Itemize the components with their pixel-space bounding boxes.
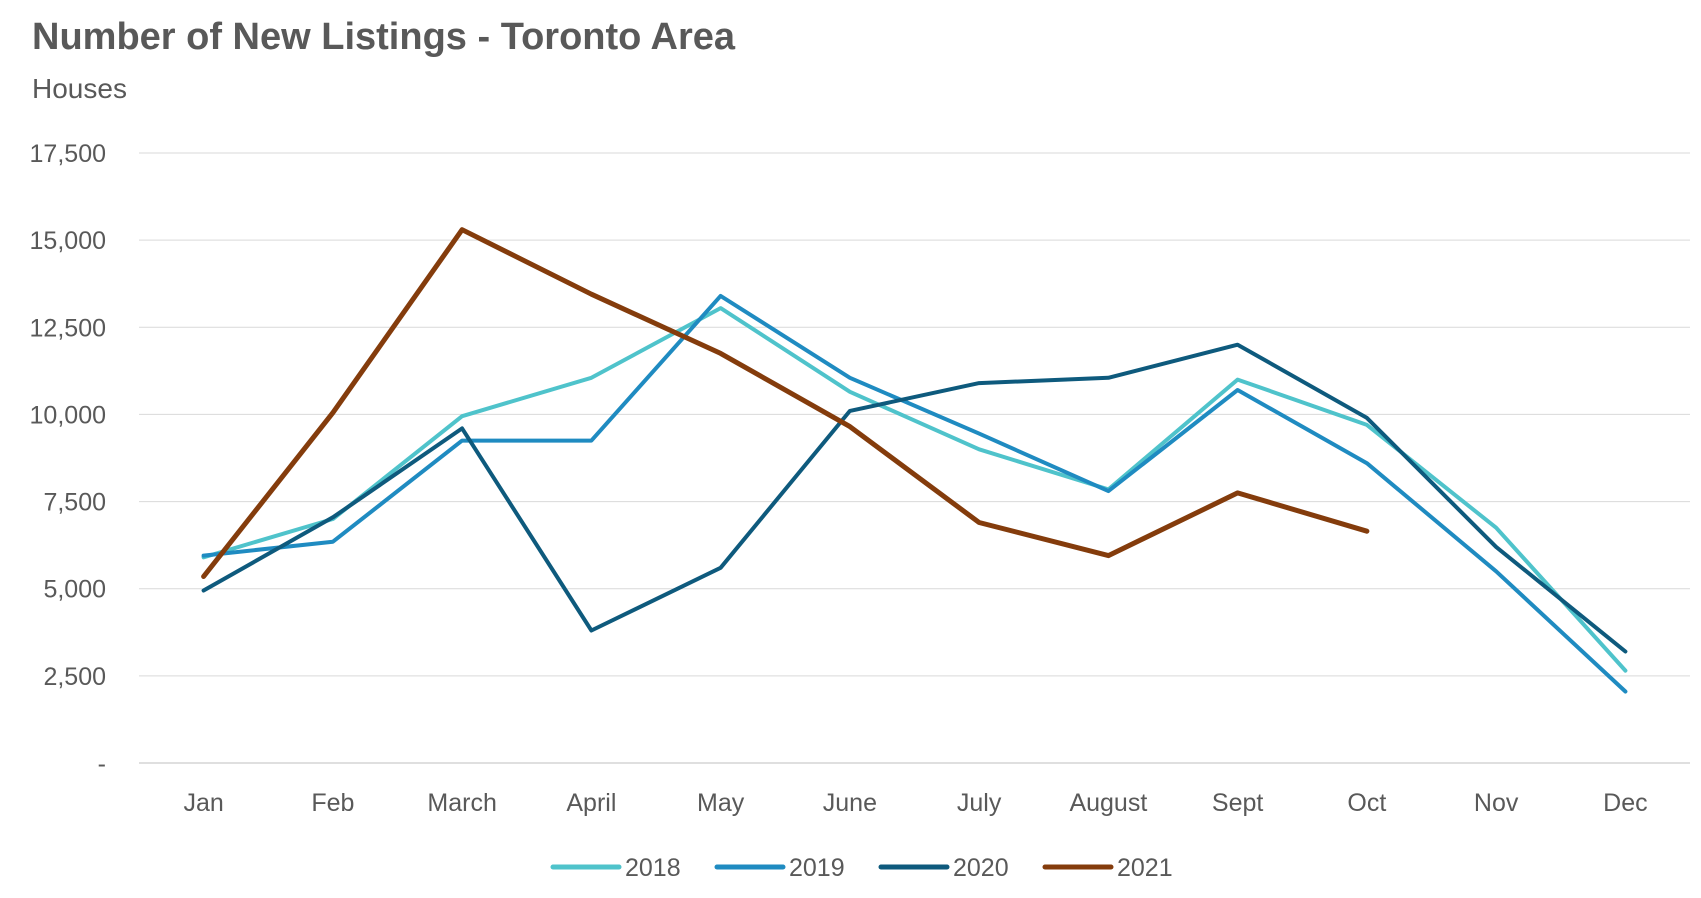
x-tick-label: Jan	[183, 789, 223, 817]
y-tick-label: 10,000	[30, 401, 106, 429]
series-line-2021	[201, 227, 1370, 579]
x-tick-label: July	[957, 789, 1002, 817]
legend-label: 2020	[953, 854, 1009, 882]
y-tick-label: 2,500	[43, 663, 106, 691]
y-tick-label: 5,000	[43, 576, 106, 604]
x-tick-label: Nov	[1474, 789, 1519, 817]
series-line-2020	[201, 342, 1628, 654]
y-tick-label: 17,500	[30, 140, 106, 168]
gridlines	[139, 152, 1690, 764]
x-tick-label: June	[823, 789, 877, 817]
x-tick-label: April	[566, 789, 616, 817]
legend: 2018 2019 2020 2021	[550, 854, 1173, 882]
legend-label: 2019	[789, 854, 845, 882]
legend-label: 2018	[625, 854, 681, 882]
x-tick-label: Feb	[311, 789, 354, 817]
x-tick-label: Sept	[1212, 789, 1263, 817]
x-tick-label: March	[427, 789, 496, 817]
x-tick-label: Oct	[1347, 789, 1386, 817]
series-lines	[201, 227, 1628, 694]
y-tick-label: 12,500	[30, 314, 106, 342]
series-line-2018	[201, 306, 1628, 673]
y-axis-tick-labels: - 2,500 5,000 7,500 10,000 12,500 15,000 17,500	[30, 140, 106, 778]
series-line-2019	[201, 293, 1628, 694]
x-tick-label: Dec	[1603, 789, 1647, 817]
y-tick-label: 7,500	[43, 489, 106, 517]
chart-title: Number of New Listings - Toronto Area	[32, 16, 736, 58]
chart-subtitle: Houses	[32, 73, 127, 104]
x-tick-label: August	[1069, 789, 1147, 817]
legend-label: 2021	[1117, 854, 1173, 882]
y-tick-label: 15,000	[30, 227, 106, 255]
x-axis-tick-labels: Jan Feb March April May June July August Sept Oct…	[183, 789, 1647, 817]
x-tick-label: May	[697, 789, 745, 817]
y-tick-label: -	[98, 750, 106, 778]
